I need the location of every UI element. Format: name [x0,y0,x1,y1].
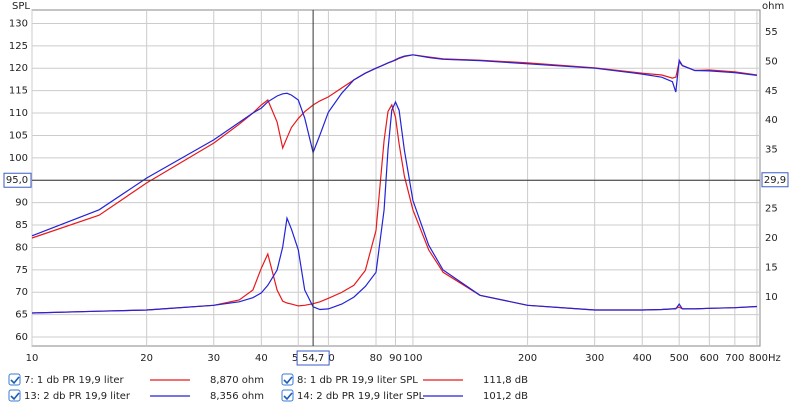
checkmark [283,376,293,385]
x-tick-label: 300 [585,353,604,364]
y2-tick-label: 10 [765,292,778,303]
cursor-y-label: 95,0 [6,175,28,186]
legend-readout: 111,8 dB [483,375,528,386]
y2-tick-label: 35 [765,145,778,156]
y2-tick-label: 20 [765,233,778,244]
y-tick-label: 115 [9,86,28,97]
x-tick-label: 700 [725,353,744,364]
x-tick-label: 10 [26,353,39,364]
y2-tick-label: 15 [765,263,778,274]
cursor-x-label: 54,7 [302,353,324,364]
y2-axis-title: ohm [762,1,784,12]
x-tick-label: 40 [255,353,268,364]
y-tick-label: 75 [15,265,28,276]
series-line [31,100,757,314]
y-tick-label: 105 [9,130,28,141]
legend-checkbox [8,389,21,402]
checkmark [283,392,293,401]
x-tick-label: 200 [518,353,537,364]
x-tick-label: 600 [700,353,719,364]
y2-tick-label: 50 [765,56,778,67]
y-tick-label: 70 [15,287,28,298]
legend-checkbox [281,389,294,402]
cursor-label-box [761,172,789,188]
checkmark [10,376,20,385]
legend-name: 14: 2 db PR 19,9 liter SPL [297,391,425,402]
legend-name: 8: 1 db PR 19,9 liter SPL [297,375,418,386]
x-tick-label: 100 [403,353,422,364]
x-tick-label: 800Hz [749,353,781,364]
y-axis-title: SPL [12,1,30,12]
legend-name: 7: 1 db PR 19,9 liter [24,375,125,386]
x-tick-label: 400 [633,353,652,364]
checkmark [10,392,20,401]
cursor-y2-label: 29,9 [764,175,786,186]
y-tick-label: 110 [9,108,28,119]
y-tick-label: 125 [9,41,28,52]
y-tick-label: 120 [9,63,28,74]
legend-checkbox [8,373,21,386]
x-tick-label: 20 [140,353,153,364]
x-tick-label: 500 [670,353,689,364]
legend-name: 13: 2 db PR 19,9 liter [24,391,131,402]
x-tick-label: 30 [207,353,220,364]
y-tick-label: 90 [15,198,28,209]
legend-readout: 8,356 ohm [210,391,264,402]
legend-readout: 101,2 dB [483,391,528,402]
series-line [31,54,757,237]
y-tick-label: 65 [15,310,28,321]
y-tick-label: 100 [9,153,28,164]
y2-tick-label: 45 [765,86,778,97]
legend-readout: 8,870 ohm [210,375,264,386]
y2-tick-label: 25 [765,204,778,215]
y-tick-label: 60 [15,332,28,343]
y-tick-label: 130 [9,18,28,29]
y2-tick-label: 40 [765,115,778,126]
cursor-label-box [296,350,330,366]
legend: 7: 1 db PR 19,9 liter 8,870 ohm 8: 1 db PR… [8,373,528,402]
plot-area [31,9,761,347]
legend-checkbox [281,373,294,386]
x-tick-label: 80 [370,353,383,364]
cursor-label-box [3,172,32,188]
x-tick-label: 90 [389,353,402,364]
y2-tick-label: 55 [765,27,778,38]
y-tick-label: 85 [15,220,28,231]
y-tick-label: 80 [15,242,28,253]
